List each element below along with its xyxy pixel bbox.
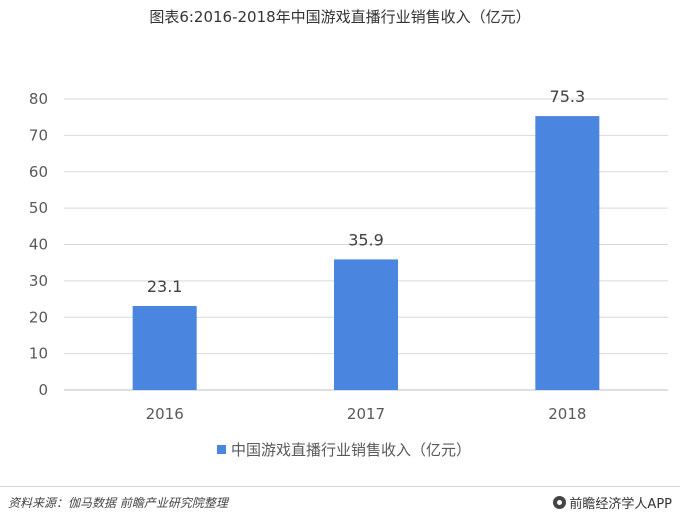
x-tick-label: 2018 [548, 405, 586, 423]
brand-logo-icon [553, 496, 567, 509]
x-tick-label: 2016 [146, 405, 184, 423]
y-tick-label: 20 [29, 308, 48, 326]
x-tick-label: 2017 [347, 405, 385, 423]
legend-swatch [217, 445, 226, 454]
y-tick-label: 50 [29, 199, 48, 217]
bar-chart: 0 10 20 30 40 50 60 70 80 2016 2017 2018 23.1 35.9 7… [29, 87, 668, 459]
data-label: 75.3 [550, 87, 586, 106]
brand: 前瞻经济学人APP [553, 493, 672, 512]
legend-label: 中国游戏直播行业销售收入（亿元） [231, 441, 471, 459]
data-label: 23.1 [147, 277, 183, 296]
y-tick-label: 60 [29, 163, 48, 181]
y-tick-label: 30 [29, 272, 48, 290]
y-axis-ticks: 0 10 20 30 40 50 60 70 80 [29, 90, 48, 399]
y-tick-label: 80 [29, 90, 48, 108]
data-labels: 23.1 35.9 75.3 [147, 87, 585, 296]
y-tick-label: 40 [29, 236, 48, 254]
footer: 资料来源：伽马数据 前瞻产业研究院整理 前瞻经济学人APP [0, 486, 680, 522]
x-axis-ticks: 2016 2017 2018 [146, 405, 587, 423]
y-tick-label: 10 [29, 345, 48, 363]
data-label: 35.9 [348, 230, 384, 249]
brand-name: 前瞻经济学人APP [569, 497, 672, 512]
bars [132, 116, 600, 390]
bar [132, 305, 197, 390]
bar [334, 259, 398, 390]
source-note: 资料来源：伽马数据 前瞻产业研究院整理 [8, 496, 228, 510]
legend: 中国游戏直播行业销售收入（亿元） [217, 441, 471, 459]
y-tick-label: 70 [29, 126, 48, 144]
y-tick-label: 0 [38, 381, 48, 399]
chart-title: 图表6:2016-2018年中国游戏直播行业销售收入（亿元） [149, 8, 531, 26]
bar [535, 116, 600, 390]
